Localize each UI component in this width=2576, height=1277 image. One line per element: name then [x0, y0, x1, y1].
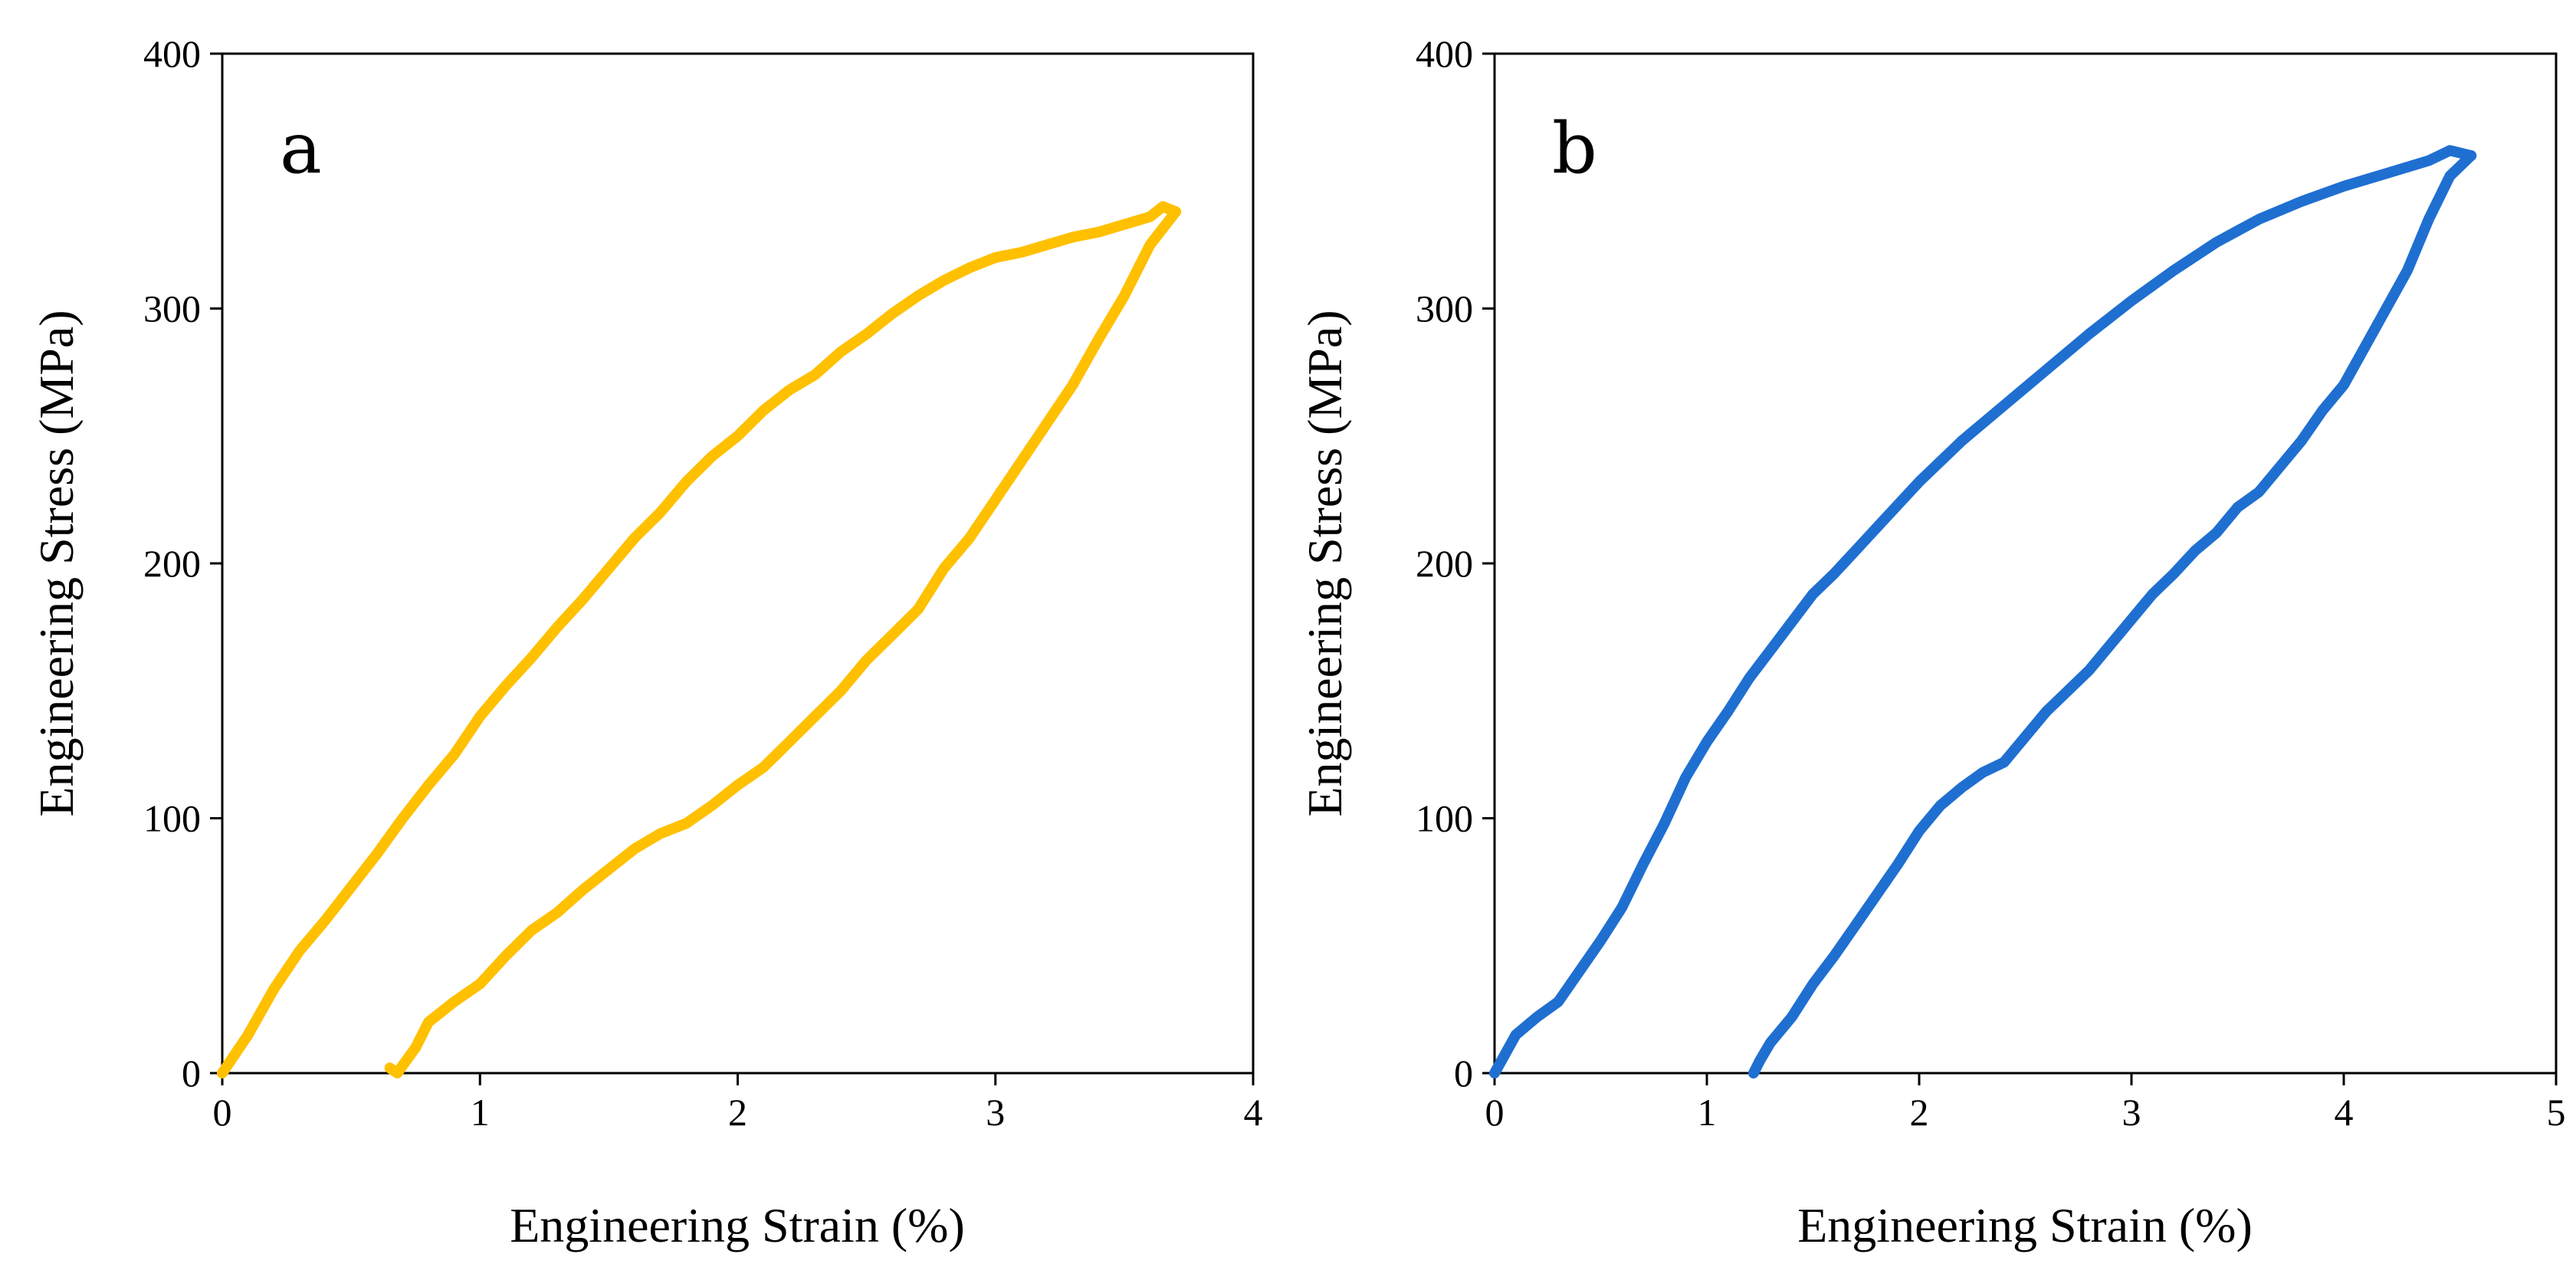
panel-a-y-tick-label: 0	[182, 1052, 201, 1095]
panel-a-x-axis-title: Engineering Strain (%)	[510, 1198, 965, 1252]
panel-a-y-axis-title: Engineering Stress (MPa)	[29, 310, 84, 816]
panel-a-label: a	[280, 107, 322, 189]
panel-b-label: b	[1552, 107, 1597, 189]
panel-b-loading-curve	[1489, 145, 2477, 1078]
panel-b-x-tick-label: 4	[2335, 1091, 2354, 1134]
panel-a-loading-curve	[217, 201, 1182, 1078]
panel-b-y-tick-label: 400	[1416, 32, 1473, 75]
panel-b-x-tick-label: 5	[2547, 1091, 2566, 1134]
panel-a-y-tick-label: 400	[143, 32, 201, 75]
panel-a-x-tick-label: 3	[986, 1091, 1005, 1134]
panel-a-y-tick-label: 300	[143, 287, 201, 330]
panel-a-x-tick-label: 4	[1244, 1091, 1263, 1134]
panel-b-y-tick-label: 100	[1416, 797, 1473, 840]
panel-a-x-tick-label: 1	[471, 1091, 490, 1134]
panel-a-unloading-curve	[384, 206, 1182, 1078]
panel-b-x-axis-title: Engineering Strain (%)	[1797, 1198, 2253, 1252]
panel-b-y-axis-title: Engineering Stress (MPa)	[1298, 310, 1352, 816]
panel-b-y-tick-label: 200	[1416, 542, 1473, 585]
panel-a-y-tick-label: 200	[143, 542, 201, 585]
panel-a-ticks: 0 1 2 3 4 0 100 200 300 400	[143, 32, 1263, 1134]
panel-a-y-tick-label: 100	[143, 797, 201, 840]
panel-b-x-tick-label: 2	[1910, 1091, 1929, 1134]
panel-a: 0 1 2 3 4 0 100 200 300 400 a Engineering Strain …	[29, 32, 1263, 1252]
panel-b-x-tick-label: 1	[1698, 1091, 1717, 1134]
panel-b-y-tick-label: 300	[1416, 287, 1473, 330]
panel-b-x-tick-label: 0	[1485, 1091, 1505, 1134]
panel-b-frame	[1493, 52, 2558, 1075]
panel-b: 0 1 2 3 4 5 0 100 200 300 400 b Engineering Strain…	[1298, 32, 2566, 1252]
panel-b-unloading-curve	[1747, 150, 2477, 1078]
panel-a-frame	[221, 52, 1255, 1075]
panel-b-x-tick-label: 3	[2122, 1091, 2141, 1134]
panel-b-ticks: 0 1 2 3 4 5 0 100 200 300 400	[1416, 32, 2566, 1134]
panel-a-x-tick-label: 2	[728, 1091, 747, 1134]
panel-b-y-tick-label: 0	[1454, 1052, 1473, 1095]
panel-a-x-tick-label: 0	[213, 1091, 232, 1134]
